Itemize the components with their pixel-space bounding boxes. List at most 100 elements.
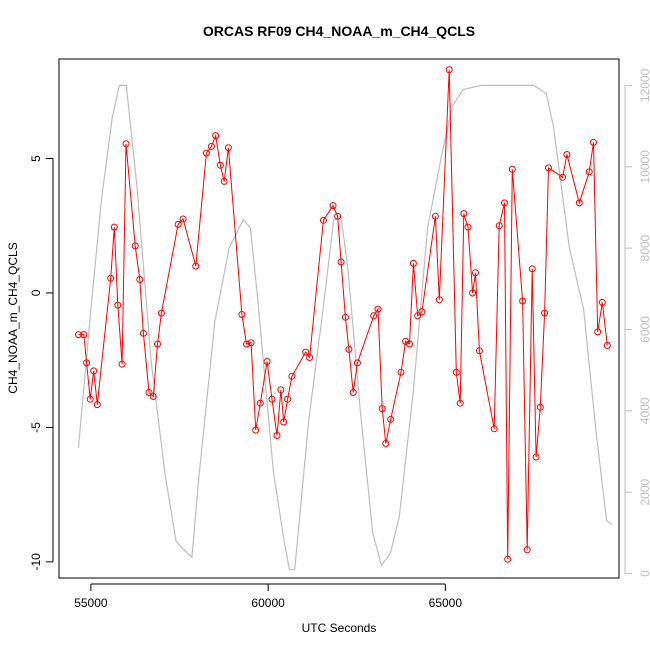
difference-point [409,259,417,267]
difference-point [590,138,597,146]
difference-point [207,142,215,150]
difference-point [288,372,296,380]
difference-point [284,395,292,403]
difference-point [256,399,264,407]
x-tick-label: 65000 [429,596,463,610]
difference-point [504,555,512,563]
difference-point [397,368,405,376]
difference-point [216,161,224,169]
difference-point [387,415,395,423]
difference-point [472,269,479,277]
difference-point [469,289,477,297]
difference-point [220,177,228,185]
axes: 55000 60000 65000 -10 -5 0 5 0 2000 4000 6000 8000 1… [29,68,650,610]
difference-point [157,309,165,317]
difference-point [268,395,276,403]
difference-point [252,426,260,434]
difference-point [334,212,342,220]
y-tick-label: -10 [29,553,43,571]
difference-point [431,212,439,220]
difference-point [154,340,161,348]
difference-point [370,312,378,320]
difference-point [523,546,531,554]
difference-point [118,360,126,368]
altitude-line [77,84,613,571]
difference-point [179,215,187,223]
x-axis-label: UTC Seconds [302,621,377,635]
difference-point [575,199,583,207]
difference-point [598,298,606,306]
difference-point [435,296,443,304]
difference-point [238,311,246,318]
difference-point [192,262,200,270]
x-tick-label: 55000 [74,596,108,610]
y-tick-label: -5 [29,422,43,433]
difference-point [545,164,552,172]
difference-point [75,331,82,339]
y2-tick-label: 12000 [638,68,650,102]
difference-point [528,265,536,273]
difference-point [353,359,361,367]
difference-series [75,66,611,563]
difference-point [302,348,310,356]
y2-tick-label: 8000 [638,234,650,261]
difference-point [445,66,453,74]
difference-point [337,258,345,266]
chart-title: ORCAS RF09 CH4_NOAA_m_CH4_QCLS [203,23,475,39]
difference-point [349,389,357,396]
difference-point [585,168,593,176]
y-axis-label: CH4_NOAA_m_CH4_QCLS [6,242,20,393]
difference-point [559,173,567,181]
y2-tick-label: 10000 [638,150,650,184]
difference-point [501,199,508,207]
difference-point [224,144,232,152]
difference-point [414,312,422,320]
difference-point [273,432,281,439]
difference-point [145,389,153,396]
difference-point [139,329,147,337]
difference-line [78,69,608,560]
difference-point [212,132,220,140]
difference-point [374,305,382,313]
difference-point [86,395,94,403]
altitude-series [77,84,613,571]
difference-point [563,151,571,158]
difference-point [456,399,464,407]
difference-point [174,220,182,228]
difference-point [114,301,122,309]
difference-point [131,242,139,250]
difference-point [495,222,503,230]
difference-point [475,347,483,355]
difference-point [263,358,271,365]
difference-point [464,223,472,231]
y2-tick-label: 2000 [638,479,650,506]
difference-point [149,393,157,400]
difference-point [83,359,91,367]
difference-point [460,210,468,218]
difference-point [93,401,101,409]
difference-point [122,140,130,148]
difference-point [490,425,498,433]
difference-point [406,340,413,348]
difference-point [247,339,255,347]
y2-tick-label: 0 [638,570,650,577]
y2-tick-label: 4000 [638,397,650,424]
difference-point [277,386,285,394]
difference-point [280,418,288,426]
plot-frame [58,58,620,579]
difference-point [418,308,426,316]
difference-point [329,202,337,210]
difference-point [319,216,327,224]
difference-point [341,313,349,321]
y-tick-label: 0 [29,289,43,296]
difference-point [519,297,527,305]
difference-point [90,367,98,375]
difference-point [136,276,144,283]
difference-point [508,165,516,173]
difference-point [603,341,611,349]
difference-point [382,440,390,447]
difference-point [532,453,540,461]
difference-point [110,223,118,231]
difference-point [202,149,210,157]
